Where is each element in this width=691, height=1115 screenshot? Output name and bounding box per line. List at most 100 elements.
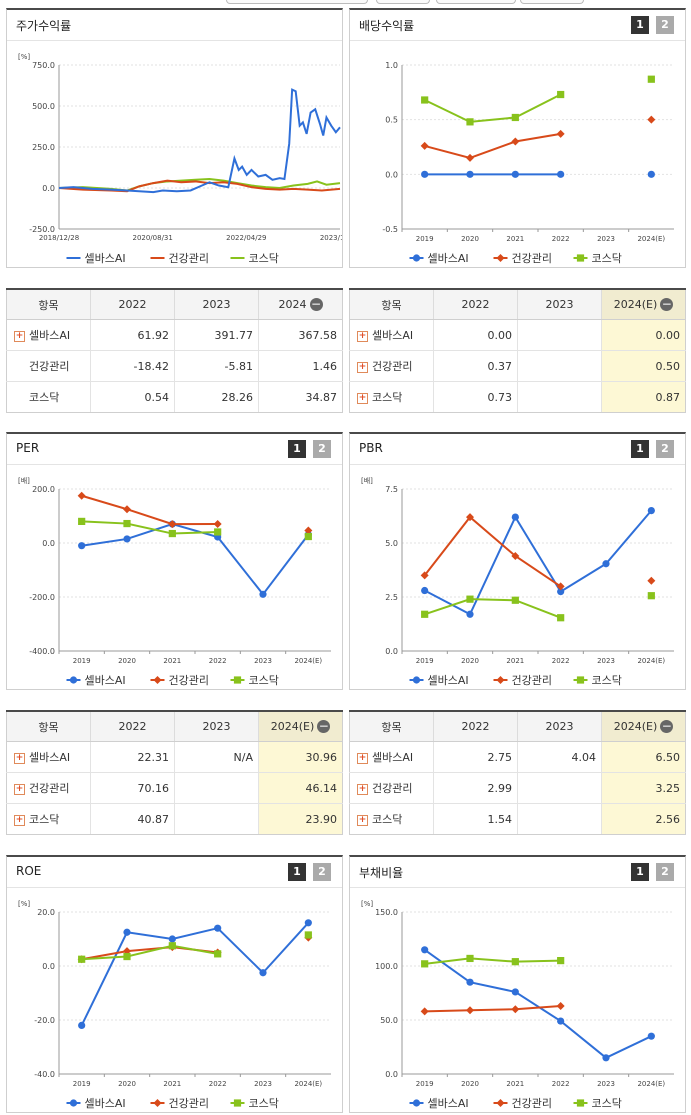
data-point: [556, 582, 565, 591]
page-2-button[interactable]: 2: [313, 440, 331, 458]
expand-icon[interactable]: +: [14, 814, 25, 826]
cell: 61.92: [90, 319, 175, 351]
series-line: [58, 88, 341, 194]
x-tick-label: 2021: [506, 657, 524, 665]
legend-label: 셀바스AI: [428, 674, 469, 687]
series-line: [262, 534, 310, 595]
y-tick-label: 750.0: [32, 61, 55, 70]
page-2-button[interactable]: 2: [656, 863, 674, 881]
legend-label: 코스닥: [592, 674, 622, 687]
cell: -18.42: [90, 350, 175, 382]
x-tick-label: 2024(E): [637, 1080, 665, 1088]
dividend-yield-title: 배당수익률: [359, 19, 415, 33]
stock-return-table: 항목 2022 2023 2024− + 셀바스AI 61.92 391.77 367.58 …: [6, 288, 343, 413]
dividend-yield-chart: 1.0 0.5 0.0 -0.5 2019 2020 2021 2022 2023 2024(E)…: [382, 61, 674, 265]
expand-icon[interactable]: +: [14, 330, 25, 342]
x-tick-label: 2023: [597, 235, 615, 243]
series-line: [81, 944, 218, 961]
expand-icon[interactable]: +: [357, 392, 368, 404]
collapse-icon[interactable]: −: [317, 719, 331, 734]
x-tick-label: 2023: [254, 657, 272, 665]
page-1-button[interactable]: 1: [288, 863, 306, 881]
page-1-button[interactable]: 1: [631, 863, 649, 881]
y-tick-label: 100.0: [375, 962, 398, 971]
row-label: 셀바스AI: [372, 751, 414, 764]
page-2-button[interactable]: 2: [656, 440, 674, 458]
cell: N/A: [174, 741, 259, 773]
expand-icon[interactable]: +: [357, 783, 368, 795]
data-point: [511, 113, 519, 122]
legend-marker: [576, 254, 585, 262]
expand-icon[interactable]: +: [357, 752, 368, 764]
data-point: [214, 528, 222, 536]
pbr-table: 항목 2022 2023 2024(E) − + 셀바스AI 2.75 4.04 6.50 + 건…: [349, 710, 686, 835]
cell: 23.90: [258, 803, 343, 835]
page-1-button[interactable]: 1: [288, 440, 306, 458]
data-point: [78, 955, 86, 963]
legend-label: 셀바스AI: [428, 252, 469, 265]
row-label: 건강관리: [29, 782, 70, 795]
table-row: + 건강관리 2.99 3.25: [349, 772, 686, 804]
data-point: [466, 610, 474, 618]
data-point: [647, 507, 655, 515]
unit-label: [배]: [361, 476, 373, 485]
cell: 0.37: [433, 350, 518, 382]
cell: [517, 803, 602, 835]
per-chart: [배]200.0 0.0 -200.0 -400.0 2019 2020 2021 2022 2…: [18, 476, 331, 687]
x-tick-label: 2023/12/28: [320, 234, 342, 242]
per-title: PER: [16, 441, 40, 455]
data-point: [421, 960, 429, 968]
col-header-label: 2024(E): [613, 297, 658, 311]
data-point: [421, 586, 429, 595]
data-point: [123, 947, 131, 956]
collapse-icon[interactable]: −: [660, 719, 674, 734]
debt-ratio-chart: [%]150.0 100.0 50.0 0.0 2019 2020 2021 2022 2023…: [361, 900, 674, 1110]
expand-icon[interactable]: +: [357, 330, 368, 342]
x-tick-label: 2020: [461, 1080, 479, 1088]
table-row: + 코스닥 40.87 23.90: [6, 803, 343, 835]
col-header-label: 2024(E): [613, 719, 658, 733]
y-tick-label: 1.0: [385, 61, 398, 70]
unit-label: [%]: [361, 900, 373, 908]
expand-icon[interactable]: +: [357, 361, 368, 373]
col-header: 2022: [90, 710, 175, 742]
col-header: 2022: [433, 710, 518, 742]
legend-marker: [496, 676, 505, 684]
expand-icon[interactable]: +: [14, 752, 25, 764]
x-tick-label: 2019: [73, 1080, 91, 1088]
page-1-button[interactable]: 1: [631, 440, 649, 458]
col-header: 항목: [349, 710, 434, 742]
y-tick-label: -400.0: [29, 647, 55, 656]
dividend-yield-panel: 배당수익률 1 2 1.0 0.5 0.0 -0.5 2019 2020 2021 2022 2…: [349, 8, 686, 268]
x-tick-label: 2020/08/31: [132, 234, 172, 242]
x-tick-label: 2024(E): [637, 235, 665, 243]
data-point: [511, 513, 519, 521]
x-tick-label: 2022: [552, 1080, 570, 1088]
data-point: [259, 969, 267, 977]
col-header: 2024−: [258, 288, 343, 320]
expand-icon[interactable]: +: [14, 783, 25, 795]
legend-label: 건강관리: [169, 674, 209, 687]
series-line: [424, 957, 561, 965]
x-tick-label: 2023: [597, 1080, 615, 1088]
stock-return-panel: 주가수익률 [%] 750.0 500.0 250.0 0.0 -250.0 2018/12…: [6, 8, 343, 268]
data-point: [466, 513, 474, 522]
col-header: 항목: [6, 288, 91, 320]
legend-label: 코스닥: [249, 1097, 279, 1110]
col-header-label: 2024(E): [270, 719, 315, 733]
page-2-button[interactable]: 2: [656, 16, 674, 34]
x-tick-label: 2024(E): [294, 657, 322, 665]
cell: 28.26: [174, 381, 259, 413]
legend-marker: [153, 1099, 162, 1107]
collapse-icon[interactable]: −: [309, 297, 323, 312]
series-line: [81, 494, 218, 526]
legend-label: 코스닥: [592, 1097, 622, 1110]
data-point: [647, 115, 656, 124]
data-point: [304, 532, 312, 541]
x-tick-label: 2022: [552, 235, 570, 243]
page-2-button[interactable]: 2: [313, 863, 331, 881]
y-tick-label: -0.5: [382, 225, 398, 234]
collapse-icon[interactable]: −: [660, 297, 674, 312]
page-1-button[interactable]: 1: [631, 16, 649, 34]
expand-icon[interactable]: +: [357, 814, 368, 826]
